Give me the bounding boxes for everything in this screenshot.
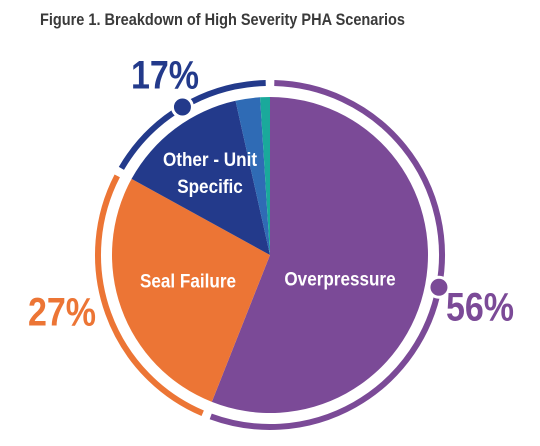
ring-dot [427,275,451,299]
pie-slice [211,97,428,413]
slice-label: Overpressure [284,269,396,291]
ring-label: 27% [28,289,96,334]
ring-label: 17% [131,52,199,97]
ring-arc [95,174,204,417]
slice-label: Other - Unit Specific [162,150,258,198]
pie-slice [111,178,270,402]
pie-slice [131,100,270,256]
ring-dot [170,95,194,119]
chart-title: Figure 1. Breakdown of High Severity PHA… [40,11,405,29]
pie-slice [235,97,270,256]
slice-label: Seal Failure [139,271,236,293]
ring-label: 56% [446,284,514,329]
pie-slice [260,97,270,255]
